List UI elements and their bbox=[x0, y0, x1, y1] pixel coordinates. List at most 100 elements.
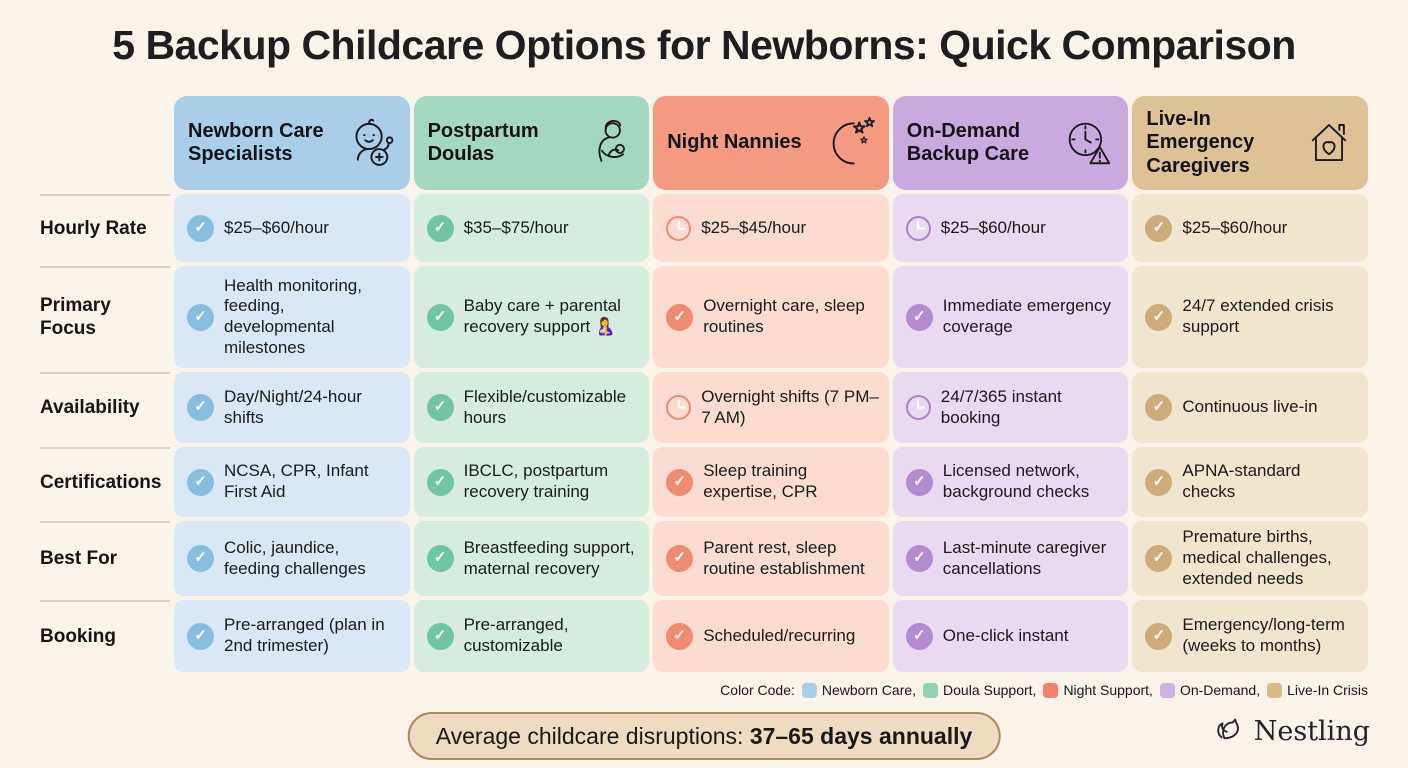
check-icon bbox=[1145, 214, 1173, 242]
column-header-label: Newborn Care Specialists bbox=[188, 119, 324, 165]
cell-text: Flexible/customizable hours bbox=[463, 386, 627, 427]
cell-text: Last-minute caregiver cancellations bbox=[942, 537, 1107, 578]
legend-swatch-night-support bbox=[1043, 682, 1059, 698]
column-header-live-in-emergency-caregivers: Live-In Emergency Caregivers bbox=[1132, 96, 1368, 190]
legend-label: Live-In Crisis bbox=[1287, 682, 1368, 698]
clock-alert-icon bbox=[1062, 116, 1116, 170]
comparison-table: Newborn Care Specialists Postpartum Doul… bbox=[40, 96, 1368, 672]
table-cell: Continuous live-in bbox=[1132, 372, 1368, 443]
table-cell: Scheduled/recurring bbox=[653, 600, 889, 672]
house-heart-icon bbox=[1302, 116, 1356, 170]
baby-stethoscope-icon bbox=[342, 115, 398, 171]
cell-text: APNA-standard checks bbox=[1182, 461, 1301, 501]
column-header-label: Night Nannies bbox=[667, 131, 802, 154]
legend-item: Night Support, bbox=[1043, 682, 1153, 698]
cell-text: Emergency/long-term (weeks to months) bbox=[1182, 615, 1345, 655]
legend-label: On-Demand, bbox=[1179, 682, 1261, 698]
check-icon bbox=[905, 545, 933, 572]
column-header-night-nannies: Night Nannies bbox=[653, 96, 889, 190]
check-icon bbox=[187, 303, 214, 331]
check-icon bbox=[426, 468, 454, 496]
legend-item: Doula Support, bbox=[923, 682, 1036, 698]
cell-text: 24/7/365 instant booking bbox=[940, 386, 1062, 427]
clock-icon bbox=[905, 215, 931, 241]
table-cell: Colic, jaundice, feeding challenges bbox=[174, 521, 410, 596]
cell-text: Scheduled/recurring bbox=[703, 625, 856, 645]
row-label-hourly-rate: Hourly Rate bbox=[40, 194, 170, 262]
cell-text: Pre-arranged (plan in 2nd trimester) bbox=[224, 615, 385, 655]
check-icon bbox=[187, 468, 214, 496]
check-icon bbox=[666, 545, 694, 572]
table-cell: $25–$45/hour bbox=[653, 194, 889, 262]
check-icon bbox=[666, 303, 694, 331]
table-cell: Breastfeeding support, maternal recovery bbox=[413, 521, 650, 596]
cell-text: 24/7 extended crisis support bbox=[1182, 296, 1334, 336]
check-icon bbox=[1145, 545, 1173, 572]
table-cell: Health monitoring, feeding, developmenta… bbox=[174, 266, 410, 368]
cell-text: Parent rest, sleep routine establishment bbox=[703, 537, 865, 578]
color-code-legend: Color Code: Newborn Care, Doula Support,… bbox=[720, 682, 1368, 698]
column-header-newborn-care-specialists: Newborn Care Specialists bbox=[174, 96, 410, 190]
check-icon bbox=[426, 303, 454, 331]
cell-text: $25–$60/hour bbox=[224, 217, 329, 237]
clock-icon bbox=[905, 395, 931, 420]
cell-text: Breastfeeding support, maternal recovery bbox=[463, 537, 635, 578]
legend-swatch-doula-support bbox=[923, 682, 939, 698]
stat-pill: Average childcare disruptions: 37–65 day… bbox=[407, 712, 1001, 760]
cell-text: IBCLC, postpartum recovery training bbox=[463, 461, 609, 501]
brand-name: Nestling bbox=[1253, 716, 1370, 747]
check-icon bbox=[905, 303, 933, 331]
row-label-certifications: Certifications bbox=[40, 447, 170, 517]
legend-item: Newborn Care, bbox=[801, 682, 916, 698]
check-icon bbox=[426, 214, 454, 242]
clock-icon bbox=[666, 395, 692, 420]
cell-text: NCSA, CPR, Infant First Aid bbox=[224, 461, 369, 501]
table-cell: 24/7/365 instant booking bbox=[892, 372, 1129, 443]
table-cell: Immediate emergency coverage bbox=[892, 266, 1129, 368]
column-header-on-demand-backup-care: On-Demand Backup Care bbox=[892, 96, 1129, 190]
cell-text: $35–$75/hour bbox=[463, 217, 569, 237]
table-cell: $35–$75/hour bbox=[413, 194, 650, 262]
check-icon bbox=[666, 622, 694, 650]
cell-text: Health monitoring, feeding, developmenta… bbox=[224, 275, 362, 357]
table-cell: $25–$60/hour bbox=[174, 194, 410, 262]
cell-text: Immediate emergency coverage bbox=[942, 296, 1111, 336]
table-cell: Pre-arranged, customizable bbox=[413, 600, 650, 672]
legend-swatch-on-demand bbox=[1159, 682, 1175, 698]
table-cell: Overnight care, sleep routines bbox=[653, 266, 889, 368]
check-icon bbox=[1145, 468, 1173, 496]
row-label-best-for: Best For bbox=[40, 521, 170, 596]
table-cell: Flexible/customizable hours bbox=[413, 372, 650, 443]
stat-value: 37–65 days annually bbox=[749, 722, 973, 749]
table-cell: Sleep training expertise, CPR bbox=[653, 447, 889, 517]
cell-text: Licensed network, background checks bbox=[942, 461, 1090, 501]
table-cell: One-click instant bbox=[892, 600, 1129, 672]
table-cell: Overnight shifts (7 PM–7 AM) bbox=[653, 372, 889, 443]
cell-text: Overnight care, sleep routines bbox=[703, 296, 865, 336]
legend-item: Live-In Crisis bbox=[1267, 682, 1368, 698]
cell-text: Continuous live-in bbox=[1182, 397, 1318, 417]
check-icon bbox=[905, 468, 933, 496]
check-icon bbox=[426, 545, 454, 572]
check-icon bbox=[1145, 303, 1173, 331]
check-icon bbox=[666, 468, 694, 496]
table-cell: IBCLC, postpartum recovery training bbox=[413, 447, 650, 517]
legend-label: Night Support, bbox=[1063, 682, 1153, 698]
table-cell: $25–$60/hour bbox=[1132, 194, 1368, 262]
legend-label: Doula Support, bbox=[943, 682, 1037, 698]
cell-text: Premature births, medical challenges, ex… bbox=[1182, 527, 1332, 588]
check-icon bbox=[1145, 622, 1173, 650]
check-icon bbox=[187, 622, 214, 650]
cell-text: $25–$45/hour bbox=[701, 217, 807, 237]
page-title: 5 Backup Childcare Options for Newborns:… bbox=[112, 22, 1296, 68]
cell-text: Pre-arranged, customizable bbox=[463, 615, 569, 655]
cell-text: $25–$60/hour bbox=[940, 217, 1046, 237]
table-cell: Last-minute caregiver cancellations bbox=[892, 521, 1129, 596]
check-icon bbox=[187, 545, 214, 572]
column-header-postpartum-doulas: Postpartum Doulas bbox=[413, 96, 650, 190]
stat-text: Average childcare disruptions: bbox=[435, 722, 750, 749]
cell-text: Day/Night/24-hour shifts bbox=[224, 386, 362, 427]
table-cell: 24/7 extended crisis support bbox=[1132, 266, 1368, 368]
check-icon bbox=[426, 394, 454, 421]
